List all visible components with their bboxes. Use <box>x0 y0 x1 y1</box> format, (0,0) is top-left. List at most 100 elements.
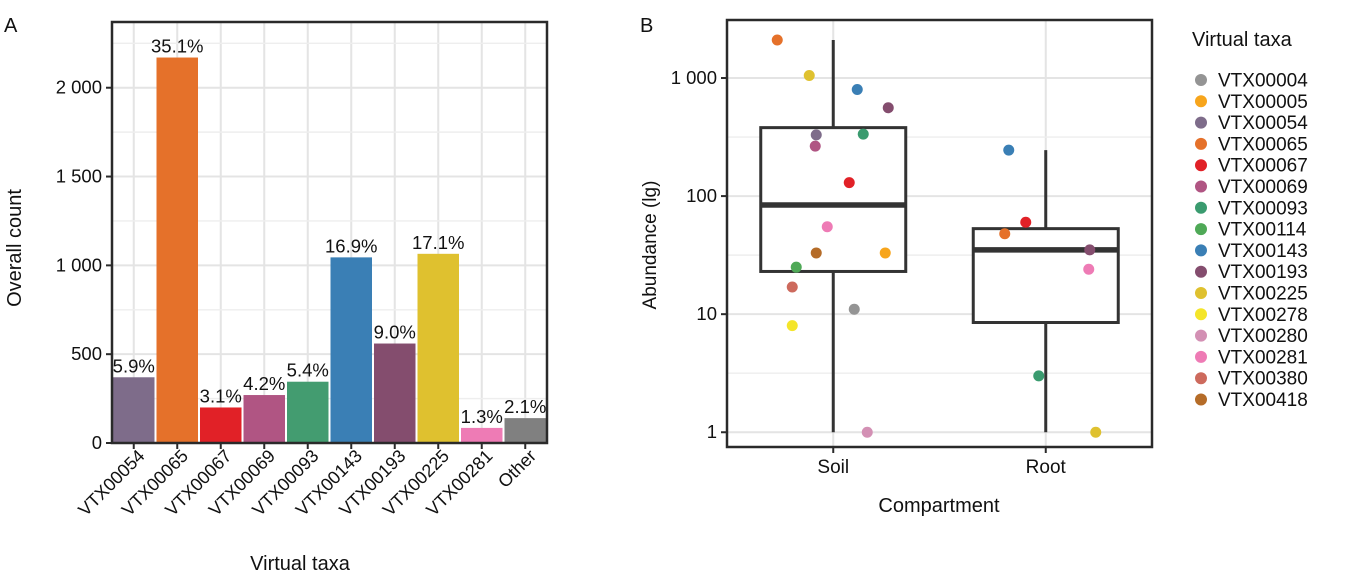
legend-title: Virtual taxa <box>1192 29 1293 51</box>
legend-swatch <box>1195 350 1207 363</box>
panel-b-x-axis-label: Compartment <box>878 495 1000 517</box>
point-vtx00093 <box>1033 370 1045 382</box>
point-vtx00069 <box>809 140 821 152</box>
panel-a-bar-labels: 5.9% 35.1% 3.1%4.2%5.4% 16.9% 9.0% 17.1% 1.3% 2… <box>113 36 547 427</box>
y-tick-label: 1 000 <box>56 254 102 275</box>
box-root <box>971 227 1120 325</box>
legend-swatch <box>1195 95 1207 108</box>
bar-label: 5.4% <box>287 360 329 381</box>
bar-label: 4.2% <box>243 373 285 394</box>
point-vtx00281 <box>1083 263 1095 275</box>
y-tick-label: 1 000 <box>671 67 717 88</box>
y-tick-label: 2 000 <box>56 77 102 98</box>
legend-label: VTX00380 <box>1218 369 1308 390</box>
legend-label: VTX00065 <box>1218 134 1308 155</box>
panel-b-y-ticks: 1 10 100 1 000 <box>671 67 727 442</box>
legend-label: VTX00004 <box>1218 71 1308 92</box>
panel-a-bar-chart: A 5.9% 35.1% 3.1%4.2%5.4% 16.9% 9.0% 17.1% 1.3… <box>4 15 549 575</box>
legend-swatch <box>1195 137 1207 150</box>
legend-label: VTX00418 <box>1218 390 1308 411</box>
panel-a-y-axis-label: Overall count <box>4 189 26 307</box>
panel-b-letter: B <box>640 15 653 37</box>
point-vtx00067 <box>1020 216 1032 228</box>
x-tick-label: Root <box>1026 457 1067 478</box>
point-vtx00065 <box>999 228 1011 240</box>
legend-label: VTX00069 <box>1218 177 1308 198</box>
x-tick-label: Soil <box>817 457 849 478</box>
panel-a-y-ticks: 0 500 1 000 1 500 2 000 <box>56 77 112 453</box>
point-vtx00065 <box>771 34 783 46</box>
legend-label: VTX00114 <box>1218 220 1307 241</box>
point-vtx00114 <box>790 261 802 273</box>
legend-label: VTX00005 <box>1218 92 1308 113</box>
box-soil <box>759 126 908 273</box>
bar-vtx00193 <box>374 343 416 443</box>
legend-swatch <box>1195 201 1207 214</box>
bar-vtx00069 <box>243 395 285 443</box>
legend-swatch <box>1195 329 1207 342</box>
panel-b-y-axis-label: Abundance (lg) <box>640 181 661 310</box>
point-vtx00380 <box>786 281 798 293</box>
panel-b-points <box>771 34 1102 438</box>
y-tick-label: 1 500 <box>56 166 102 187</box>
legend-label: VTX00067 <box>1218 156 1308 177</box>
point-vtx00004 <box>848 303 860 315</box>
legend-swatch <box>1195 116 1207 129</box>
bar-label: 3.1% <box>200 385 242 406</box>
bar-vtx00067 <box>200 407 242 443</box>
point-vtx00093 <box>857 128 869 140</box>
legend-label: VTX00225 <box>1218 284 1308 305</box>
panel-a-x-axis-label: Virtual taxa <box>250 553 351 575</box>
point-vtx00193 <box>882 102 894 114</box>
legend-swatch <box>1195 180 1207 193</box>
panel-a-plot-frame <box>110 20 549 445</box>
x-tick-label: Other <box>494 446 540 492</box>
point-vtx00193 <box>1084 244 1096 256</box>
bar-vtx00143 <box>330 257 372 443</box>
bar-vtx00054 <box>113 377 155 443</box>
y-tick-label: 100 <box>686 185 717 206</box>
bar-vtx00281 <box>461 427 503 443</box>
bar-label: 17.1% <box>412 232 464 253</box>
point-vtx00054 <box>810 129 822 141</box>
legend-entries: VTX00004VTX00005VTX00054VTX00065VTX00067… <box>1195 71 1308 411</box>
legend-label: VTX00278 <box>1218 305 1308 326</box>
point-vtx00067 <box>843 177 855 189</box>
point-vtx00143 <box>851 83 863 95</box>
legend-label: VTX00093 <box>1218 198 1308 219</box>
legend-label: VTX00193 <box>1218 262 1308 283</box>
legend-label: VTX00054 <box>1218 113 1308 134</box>
legend-label: VTX00280 <box>1218 326 1308 347</box>
point-vtx00281 <box>821 221 833 233</box>
bar-vtx00065 <box>156 57 198 443</box>
y-tick-label: 0 <box>92 432 102 453</box>
legend-swatch <box>1195 308 1207 321</box>
panel-a-bars <box>113 57 546 443</box>
bar-label: 35.1% <box>151 36 203 57</box>
legend-swatch <box>1195 265 1207 278</box>
panel-a-x-ticks: VTX00054VTX00065VTX00067VTX00069VTX00093… <box>74 443 540 520</box>
point-vtx00225 <box>1090 426 1102 438</box>
point-vtx00005 <box>879 247 891 259</box>
panel-b-box-plot: B 1 10 100 1 000 Soil Root Abundance (lg) Co… <box>640 15 1154 517</box>
bar-label: 2.1% <box>504 396 546 417</box>
bar-label: 9.0% <box>374 322 416 343</box>
legend-swatch <box>1195 244 1207 257</box>
legend-swatch <box>1195 74 1207 86</box>
y-tick-label: 1 <box>707 421 717 442</box>
panel-a-letter: A <box>4 15 18 37</box>
legend-swatch <box>1195 393 1207 406</box>
panel-b-boxes <box>759 39 1120 433</box>
point-vtx00418 <box>810 247 822 259</box>
legend-swatch <box>1195 287 1207 299</box>
point-vtx00143 <box>1003 144 1015 156</box>
legend-swatch <box>1195 372 1207 385</box>
legend: Virtual taxa VTX00004VTX00005VTX00054VTX… <box>1192 29 1308 411</box>
point-vtx00278 <box>786 320 798 332</box>
legend-swatch <box>1195 223 1207 236</box>
legend-label: VTX00143 <box>1218 241 1308 262</box>
bar-label: 16.9% <box>325 235 377 256</box>
point-vtx00280 <box>861 426 873 438</box>
y-tick-label: 10 <box>696 303 717 324</box>
